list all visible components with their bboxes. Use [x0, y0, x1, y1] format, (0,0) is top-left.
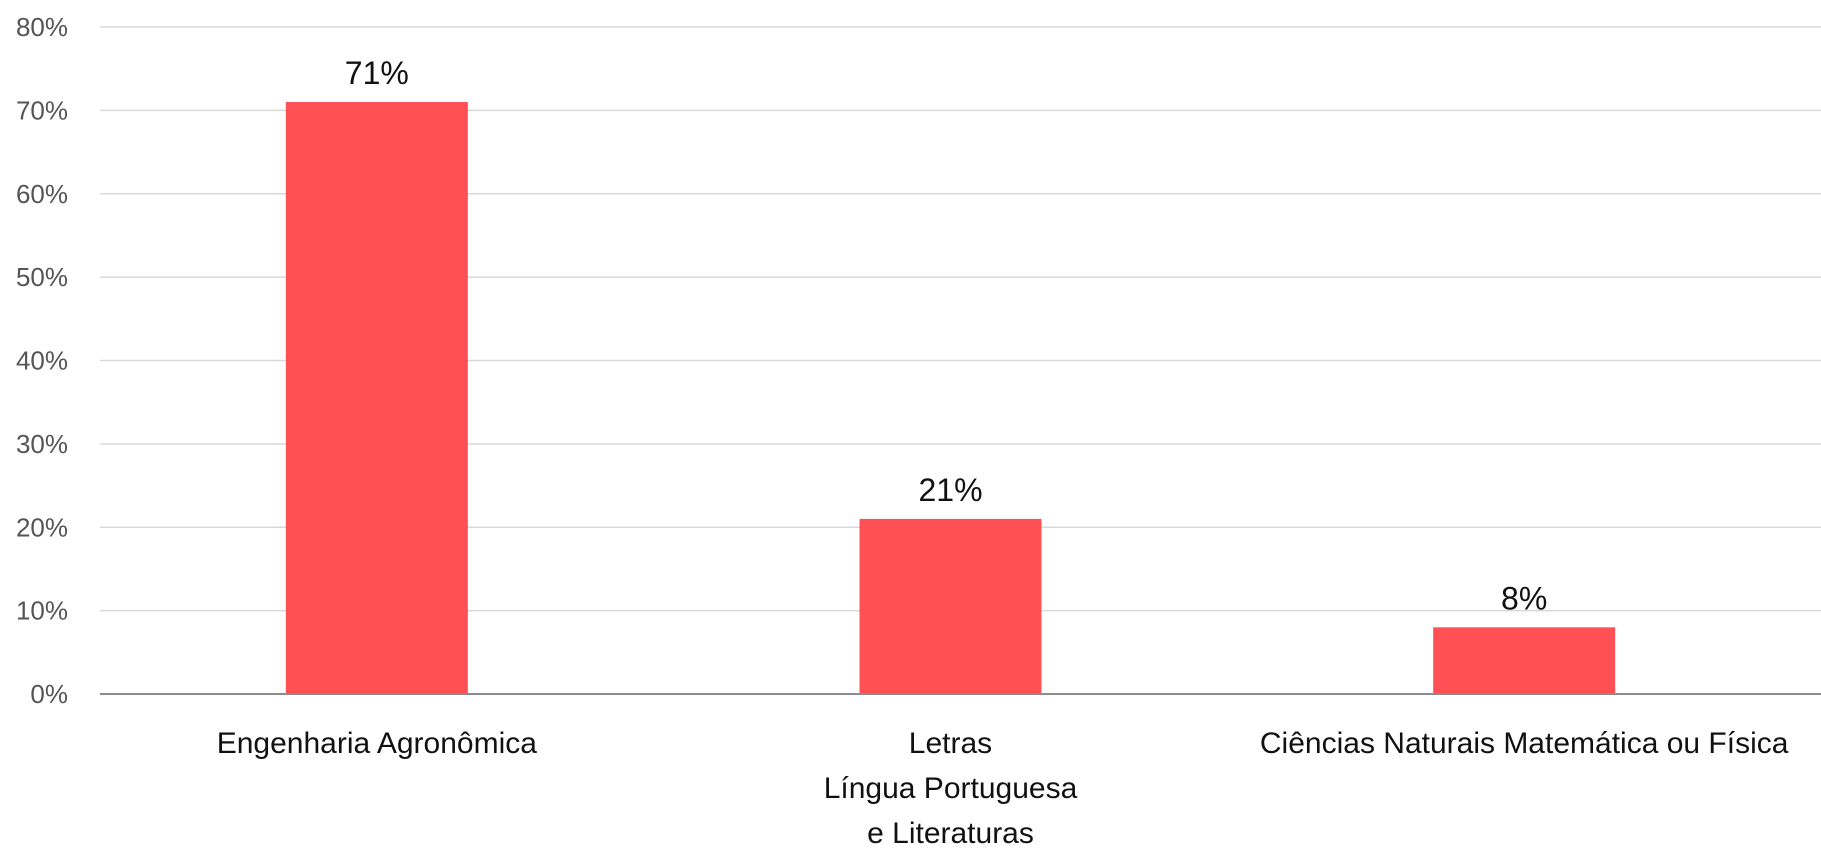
- bar: [285, 102, 468, 695]
- category-labels: Engenharia Agronômica Letras Língua Portug…: [217, 727, 1789, 849]
- y-tick-label: 50%: [16, 262, 68, 292]
- y-tick-label: 10%: [16, 596, 68, 626]
- y-axis-tick-labels: 0% 10% 20% 30% 40% 50% 60% 70% 80%: [16, 12, 68, 709]
- y-tick-label: 30%: [16, 429, 68, 459]
- bar: [1433, 627, 1616, 694]
- data-labels: 71% 21% 8%: [345, 55, 1547, 616]
- x-tick-label: Ciências Naturais Matemática ou Física: [1260, 727, 1789, 760]
- x-tick-label: Letras: [909, 727, 992, 760]
- x-tick-label: Língua Portuguesa: [824, 772, 1078, 805]
- y-tick-label: 40%: [16, 346, 68, 376]
- y-tick-label: 20%: [16, 512, 68, 542]
- x-tick-label: e Literaturas: [867, 817, 1034, 849]
- data-label: 71%: [345, 55, 409, 91]
- y-tick-label: 70%: [16, 95, 68, 125]
- x-tick-label: Engenharia Agronômica: [217, 727, 538, 760]
- y-tick-label: 80%: [16, 12, 68, 42]
- bar: [859, 518, 1042, 694]
- y-tick-label: 0%: [30, 679, 68, 709]
- data-label: 21%: [918, 472, 982, 508]
- bars: [285, 102, 1616, 695]
- data-label: 8%: [1501, 580, 1547, 616]
- y-tick-label: 60%: [16, 179, 68, 209]
